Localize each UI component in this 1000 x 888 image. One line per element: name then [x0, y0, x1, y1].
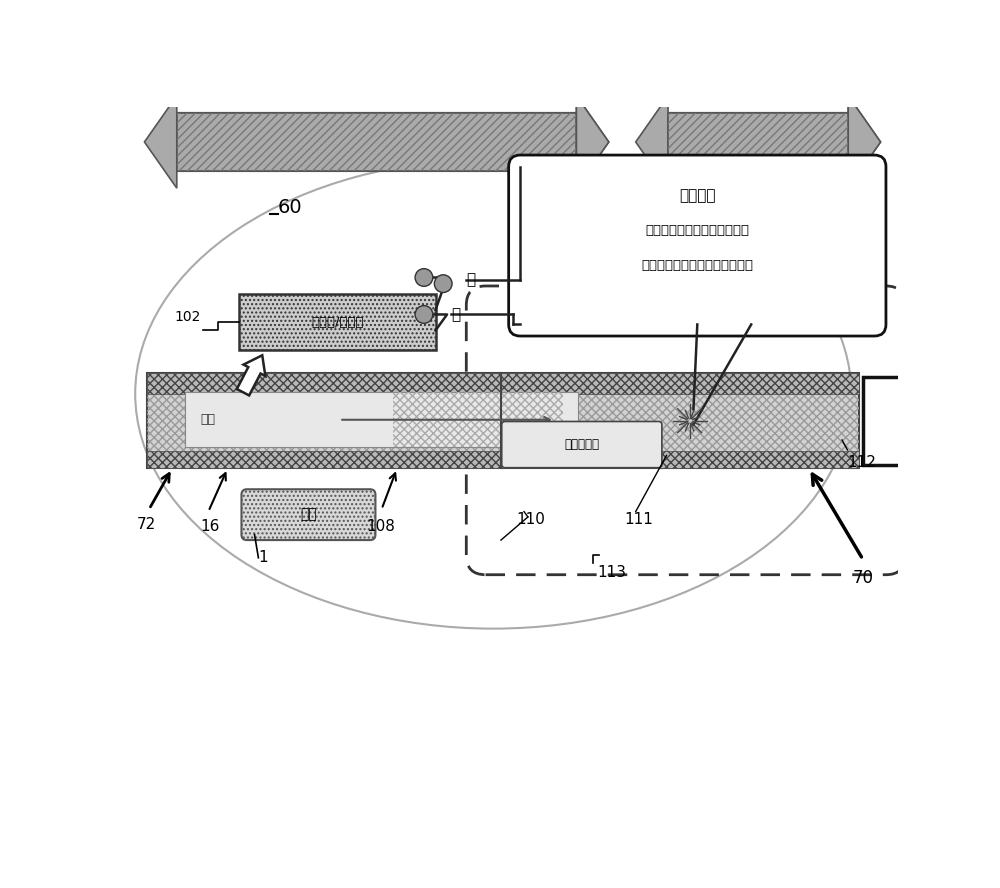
Bar [185, 392, 578, 448]
Polygon shape [636, 96, 668, 188]
FancyBboxPatch shape [509, 155, 886, 336]
Bar [668, 113, 848, 171]
Circle shape [415, 305, 433, 323]
FancyArrow shape [237, 355, 265, 395]
Text: 关: 关 [466, 273, 475, 288]
FancyBboxPatch shape [241, 489, 375, 540]
Text: 60: 60 [278, 198, 302, 217]
Text: 开: 开 [451, 307, 460, 322]
Bar [393, 392, 563, 448]
Text: 111: 111 [624, 511, 653, 527]
Bar [147, 373, 859, 469]
Text: 113: 113 [597, 566, 626, 581]
FancyArrow shape [177, 96, 609, 188]
Circle shape [415, 269, 433, 286]
Polygon shape [144, 96, 177, 188]
Polygon shape [576, 96, 609, 188]
Circle shape [434, 274, 452, 292]
Bar [668, 113, 848, 171]
Bar [147, 373, 859, 469]
Text: 72: 72 [137, 517, 156, 532]
Text: 110: 110 [516, 511, 545, 527]
Text: 16: 16 [201, 519, 220, 535]
Text: 加热元件: 加热元件 [679, 188, 716, 203]
Text: 102: 102 [174, 310, 201, 323]
Bar [177, 113, 576, 171]
Bar [177, 113, 576, 171]
Text: 108: 108 [366, 519, 395, 535]
Bar [147, 373, 859, 394]
Text: 够通过时，加热能够使粘度降低: 够通过时，加热能够使粘度降低 [641, 259, 753, 272]
Text: 112: 112 [847, 456, 876, 471]
Bar [147, 451, 859, 469]
Bar [863, 377, 926, 464]
Text: 当香烟控命令继电器使电流能: 当香烟控命令继电器使电流能 [645, 225, 749, 237]
Text: 气流: 气流 [201, 413, 216, 426]
Text: 70: 70 [852, 568, 873, 587]
Polygon shape [848, 96, 881, 188]
Text: 电子烟液体: 电子烟液体 [564, 438, 599, 451]
FancyBboxPatch shape [502, 422, 662, 468]
Bar [239, 295, 436, 350]
Text: 1: 1 [258, 550, 268, 565]
FancyArrow shape [668, 96, 881, 188]
Text: 电池: 电池 [300, 508, 317, 521]
Text: 控制器/继电器: 控制器/继电器 [311, 315, 364, 329]
